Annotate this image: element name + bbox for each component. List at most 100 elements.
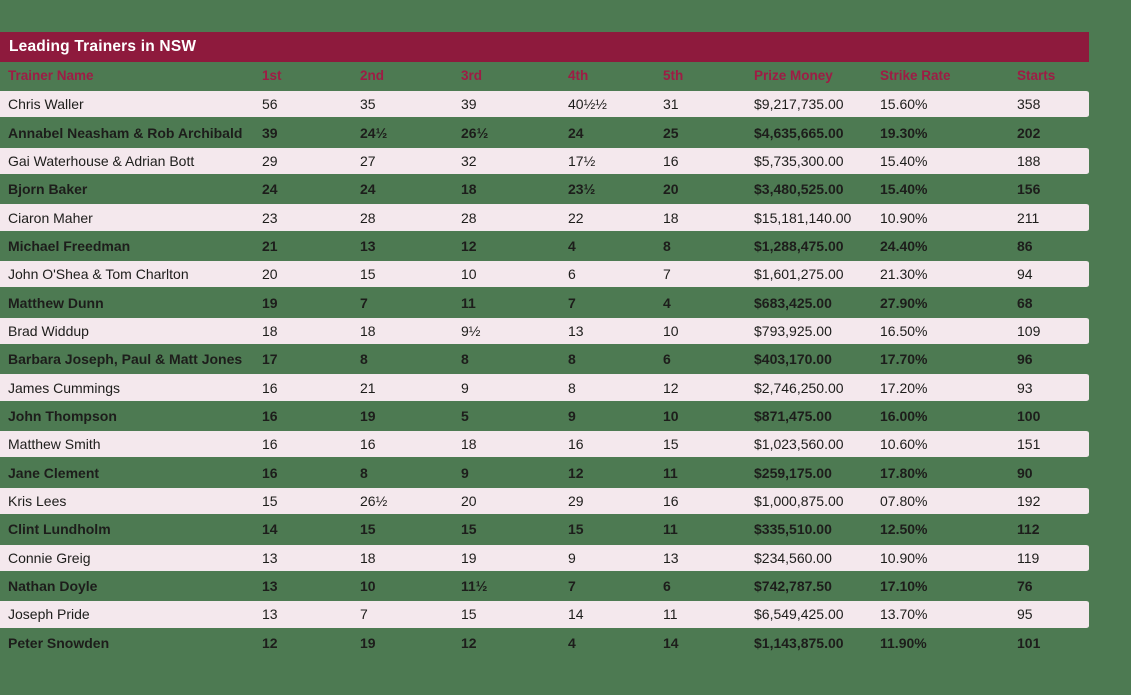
stat-cell: 86 (1017, 237, 1033, 254)
stat-cell: $15,181,140.00 (754, 209, 852, 226)
stat-cell: 188 (1017, 152, 1041, 169)
stat-cell: 17½ (568, 152, 596, 169)
stat-cell: 15 (461, 521, 477, 538)
stat-cell: 13 (568, 322, 584, 339)
stat-cell: 10 (360, 578, 376, 595)
stat-cell: 28 (360, 209, 376, 226)
column-header: 2nd (360, 68, 385, 84)
stat-cell: 24½ (360, 124, 388, 141)
table-row: Barbara Joseph, Paul & Matt Jones 17 8 8 8 6 $… (0, 345, 1089, 373)
stat-cell: 35 (360, 96, 376, 113)
stat-cell: 16 (663, 492, 679, 509)
stat-cell: 16.00% (880, 407, 928, 424)
stat-cell: 14 (663, 634, 679, 651)
stat-cell: 9 (461, 464, 469, 481)
stat-cell: 13.70% (880, 606, 928, 623)
table-title-bar: Leading Trainers in NSW (0, 32, 1089, 62)
table-row: Gai Waterhouse & Adrian Bott 29 27 32 17½ 16 $… (0, 146, 1089, 176)
stat-cell: 19.30% (880, 124, 928, 141)
table-row: Kris Lees 15 26½ 20 29 16 $1,000,875.00 07.80% 1… (0, 486, 1089, 516)
stat-cell: 156 (1017, 181, 1041, 198)
column-header: Strike Rate (880, 68, 951, 84)
table-row: John Thompson 16 19 5 9 10 $871,475.00 16.00% 10… (0, 402, 1089, 430)
stat-cell: 31 (663, 96, 679, 113)
stat-cell: 11 (663, 521, 678, 538)
stat-cell: 07.80% (880, 492, 928, 509)
stat-cell: 16 (262, 436, 278, 453)
stat-cell: 17.10% (880, 578, 928, 595)
stat-cell: 15.60% (880, 96, 928, 113)
stat-cell: 10 (663, 322, 679, 339)
stat-cell: 7 (663, 266, 671, 283)
table-row: Nathan Doyle 13 10 11½ 7 6 $742,787.50 17.10% 76 (0, 572, 1089, 600)
stat-cell: $1,288,475.00 (754, 237, 844, 254)
stat-cell: $1,143,875.00 (754, 634, 844, 651)
stat-cell: 8 (663, 237, 671, 254)
stat-cell: 17.80% (880, 464, 928, 481)
stat-cell: $1,601,275.00 (754, 266, 844, 283)
trainer-name-cell: Kris Lees (8, 492, 67, 509)
trainer-name-cell: Barbara Joseph, Paul & Matt Jones (8, 351, 243, 368)
stat-cell: 19 (262, 294, 278, 311)
stat-cell: 16.50% (880, 322, 928, 339)
stat-cell: 23½ (568, 181, 596, 198)
table-row: Clint Lundholm 14 15 15 15 11 $335,510.00 12.50… (0, 515, 1089, 543)
stat-cell: 26½ (461, 124, 489, 141)
trainer-name-cell: Bjorn Baker (8, 181, 88, 198)
stat-cell: $9,217,735.00 (754, 96, 844, 113)
table-body: Chris Waller 56 35 39 40½½ 31 $9,217,735.00 15.… (0, 90, 1089, 657)
table-row: Bjorn Baker 24 24 18 23½ 20 $3,480,525.00 15.40… (0, 175, 1089, 203)
stat-cell: $793,925.00 (754, 322, 832, 339)
trainer-name-cell: James Cummings (8, 379, 121, 396)
stat-cell: $259,175.00 (754, 464, 832, 481)
stat-cell: 12 (262, 634, 278, 651)
stat-cell: $683,425.00 (754, 294, 832, 311)
stat-cell: 6 (663, 351, 671, 368)
stat-cell: 5 (461, 407, 469, 424)
stat-cell: 11 (663, 464, 678, 481)
stat-cell: 40½½ (568, 96, 607, 113)
stat-cell: 14 (568, 606, 584, 623)
stat-cell: 119 (1017, 549, 1040, 566)
stat-cell: 12 (461, 634, 477, 651)
table-row: James Cummings 16 21 9 8 12 $2,746,250.00 17.20… (0, 373, 1089, 402)
stat-cell: 15 (568, 521, 584, 538)
stat-cell: 16 (262, 407, 278, 424)
stat-cell: $2,746,250.00 (754, 379, 844, 396)
stat-cell: 93 (1017, 379, 1033, 396)
trainer-name-cell: Annabel Neasham & Rob Archibald (8, 124, 243, 141)
stat-cell: 10.90% (880, 209, 928, 226)
stat-cell: 11 (663, 606, 678, 623)
table-row: Peter Snowden 12 19 12 4 14 $1,143,875.00 11.90… (0, 629, 1089, 657)
table-row: Chris Waller 56 35 39 40½½ 31 $9,217,735.00 15.… (0, 90, 1089, 119)
stat-cell: 19 (360, 407, 376, 424)
stat-cell: 18 (663, 209, 679, 226)
stat-cell: 18 (262, 322, 278, 339)
stat-cell: 28 (461, 209, 477, 226)
stat-cell: $3,480,525.00 (754, 181, 844, 198)
stat-cell: 29 (262, 152, 278, 169)
column-header: Prize Money (754, 68, 833, 84)
stat-cell: 68 (1017, 294, 1033, 311)
stat-cell: 15 (360, 521, 376, 538)
stat-cell: 27.90% (880, 294, 928, 311)
stat-cell: 56 (262, 96, 278, 113)
stat-cell: 14 (262, 521, 278, 538)
table-row: Joseph Pride 13 7 15 14 11 $6,549,425.00 13.70%… (0, 600, 1089, 629)
stat-cell: $4,635,665.00 (754, 124, 844, 141)
stat-cell: 17.70% (880, 351, 928, 368)
stat-cell: $234,560.00 (754, 549, 832, 566)
stat-cell: 18 (461, 181, 477, 198)
stat-cell: 39 (262, 124, 278, 141)
stat-cell: 13 (262, 606, 278, 623)
stat-cell: 19 (360, 634, 376, 651)
stat-cell: 95 (1017, 606, 1033, 623)
stat-cell: 15 (663, 436, 679, 453)
stat-cell: 16 (262, 379, 278, 396)
stat-cell: $1,000,875.00 (754, 492, 844, 509)
table-row: Annabel Neasham & Rob Archibald 39 24½ 26½ 2… (0, 118, 1089, 146)
stat-cell: 15.40% (880, 181, 928, 198)
table-row: Connie Greig 13 18 19 9 13 $234,560.00 10.90% 11… (0, 543, 1089, 572)
trainer-name-cell: Nathan Doyle (8, 578, 98, 595)
